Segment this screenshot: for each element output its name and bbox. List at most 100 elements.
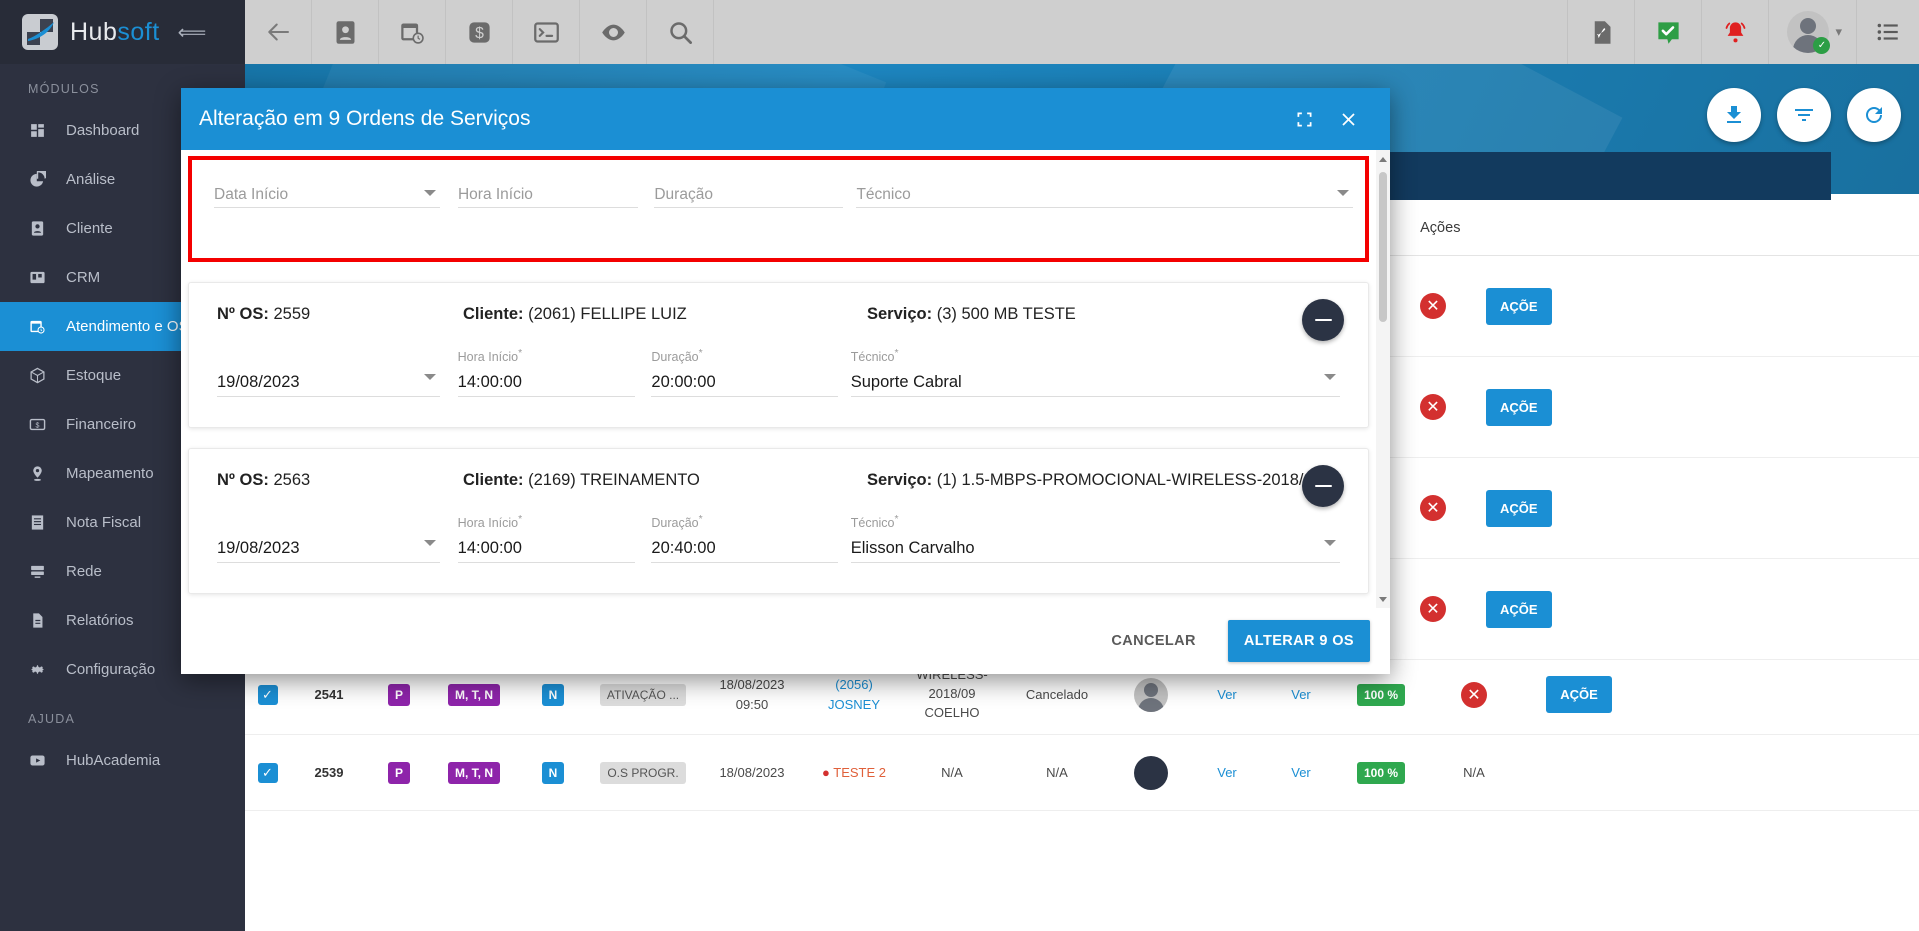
- cell-link-ver-2[interactable]: Ver: [1291, 687, 1311, 702]
- list-menu-button[interactable]: [1857, 0, 1919, 64]
- sidebar-item-financeiro[interactable]: $ Financeiro: [0, 400, 245, 449]
- table-row[interactable]: ✕ AÇÕE: [1300, 256, 1919, 357]
- collapse-left-icon[interactable]: ⟸: [177, 21, 207, 44]
- sidebar-item-hubacademia[interactable]: HubAcademia: [0, 736, 245, 785]
- tag-turnos: M, T, N: [448, 761, 500, 784]
- cancel-button[interactable]: CANCELAR: [1097, 623, 1210, 659]
- cell-service: WIRELESS-2018/09 COELHO: [916, 667, 988, 720]
- bulk-data-inicio-field[interactable]: Data Início: [214, 186, 440, 208]
- os-tecnico-label: Técnico: [850, 350, 895, 365]
- modal-scrollbar[interactable]: [1376, 150, 1390, 608]
- sidebar-section-help: AJUDA: [28, 712, 75, 726]
- sidebar-item-cliente[interactable]: Cliente: [0, 204, 245, 253]
- os-duracao-label: Duração: [651, 350, 699, 365]
- sidebar-item-label: Dashboard: [66, 122, 140, 139]
- fullscreen-button[interactable]: [1282, 109, 1326, 130]
- scroll-down-button[interactable]: [1376, 592, 1390, 606]
- close-button[interactable]: [1326, 109, 1370, 130]
- scroll-up-button[interactable]: [1376, 152, 1390, 166]
- os-hora-inicio-field[interactable]: Hora Início* 14:00:00: [457, 514, 636, 563]
- cell-client-name[interactable]: JOSNEY: [827, 696, 880, 712]
- os-data-inicio-field[interactable]: 19/08/2023: [217, 514, 440, 563]
- bulk-duracao-field[interactable]: Duração: [654, 186, 844, 208]
- row-checkbox[interactable]: ✓: [257, 684, 278, 705]
- topbar-spacer: [714, 0, 1569, 64]
- sidebar-item-label: Mapeamento: [66, 465, 154, 482]
- cell-link-ver-2[interactable]: Ver: [1291, 765, 1311, 780]
- atendimento-button[interactable]: [379, 0, 446, 64]
- cell-client-name[interactable]: TESTE 2: [833, 765, 886, 780]
- table-row[interactable]: ✓ 2539 P M, T, N N O.S PROGR. 18/08/2023…: [245, 735, 1919, 811]
- sidebar-item-relatorios[interactable]: Relatórios: [0, 596, 245, 645]
- receipt-icon: [28, 514, 46, 532]
- refresh-icon-button[interactable]: [1847, 88, 1901, 142]
- cell-link-ver-1[interactable]: Ver: [1217, 765, 1237, 780]
- terminal-button[interactable]: [513, 0, 580, 64]
- monitoramento-button[interactable]: [580, 0, 647, 64]
- acoes-button[interactable]: AÇÕE: [1486, 388, 1552, 426]
- cell-client-code[interactable]: (2056): [835, 677, 873, 692]
- sidebar-section-modules: MÓDULOS: [28, 82, 100, 96]
- os-hora-inicio-field[interactable]: Hora Início* 14:00:00: [457, 348, 636, 397]
- os-service: Serviço: (1) 1.5-MBPS-PROMOCIONAL-WIRELE…: [867, 471, 1340, 490]
- sidebar-item-estoque[interactable]: Estoque: [0, 351, 245, 400]
- bulk-hora-inicio-field[interactable]: Hora Início: [457, 186, 639, 208]
- row-checkbox[interactable]: ✓: [257, 762, 278, 783]
- sidebar-item-mapeamento[interactable]: Mapeamento: [0, 449, 245, 498]
- cliente-button[interactable]: [312, 0, 379, 64]
- brand-header[interactable]: Hubsoft ⟸: [0, 0, 245, 64]
- pdf-button[interactable]: [1568, 0, 1636, 64]
- download-icon-button[interactable]: [1707, 88, 1761, 142]
- sidebar-item-nota-fiscal[interactable]: Nota Fiscal: [0, 498, 245, 547]
- os-service-value: (1) 1.5-MBPS-PROMOCIONAL-WIRELESS-2018/0…: [936, 471, 1322, 489]
- sidebar-item-analise[interactable]: Análise: [0, 155, 245, 204]
- table-row[interactable]: ✓ 2541 P M, T, N N ATIVAÇÃO ... 18/08/20…: [245, 655, 1919, 735]
- os-tecnico-field[interactable]: Técnico* Elisson Carvalho: [850, 514, 1340, 563]
- financeiro-button[interactable]: $: [446, 0, 513, 64]
- sidebar-item-rede[interactable]: Rede: [0, 547, 245, 596]
- filter-icon-button[interactable]: [1777, 88, 1831, 142]
- cancel-icon: ✕: [1420, 495, 1446, 521]
- cell-link-ver-1[interactable]: Ver: [1217, 687, 1237, 702]
- brand-name: Hubsoft: [70, 18, 160, 47]
- acoes-button[interactable]: AÇÕE: [1486, 287, 1552, 325]
- sidebar-item-crm[interactable]: CRM: [0, 253, 245, 302]
- os-data-inicio-field[interactable]: 19/08/2023: [217, 348, 440, 397]
- cell-status: Cancelado: [1025, 687, 1089, 702]
- notifications-button[interactable]: [1702, 0, 1770, 64]
- cell-na: N/A: [1463, 765, 1485, 780]
- bulk-apply-fields: Data Início Hora Início Duração Técnico: [188, 156, 1369, 262]
- logo-swoosh: [28, 22, 54, 41]
- minus-circle-icon[interactable]: [1302, 465, 1344, 507]
- submit-button[interactable]: ALTERAR 9 OS: [1227, 620, 1370, 662]
- sidebar-item-configuracao[interactable]: Configuração: [0, 645, 245, 694]
- os-hora-inicio-value: 14:00:00: [457, 373, 522, 391]
- acoes-button[interactable]: AÇÕE: [1546, 676, 1612, 713]
- acoes-button[interactable]: AÇÕE: [1486, 489, 1552, 527]
- terminal-icon: [533, 21, 559, 43]
- scrollbar-thumb[interactable]: [1379, 172, 1387, 322]
- sidebar-item-dashboard[interactable]: Dashboard: [0, 106, 245, 155]
- os-card-header: Nº OS: 2563 Cliente: (2169) TREINAMENTO …: [217, 471, 1340, 490]
- user-avatar-button[interactable]: ✓ ▾: [1769, 0, 1857, 64]
- table-row[interactable]: ✕ AÇÕE: [1300, 458, 1919, 559]
- os-tecnico-field[interactable]: Técnico* Suporte Cabral: [850, 348, 1340, 397]
- os-duracao-field[interactable]: Duração* 20:40:00: [651, 514, 838, 563]
- tag-n: N: [541, 683, 565, 706]
- required-mark: *: [894, 348, 899, 359]
- minus-circle-icon[interactable]: [1302, 299, 1344, 341]
- search-button[interactable]: [647, 0, 714, 64]
- cancel-icon: ✕: [1461, 681, 1487, 708]
- approve-button[interactable]: [1635, 0, 1703, 64]
- back-arrow-button[interactable]: [245, 0, 312, 64]
- os-duracao-field[interactable]: Duração* 20:00:00: [651, 348, 838, 397]
- badge-percent: 100 %: [1356, 761, 1406, 784]
- table-row[interactable]: ✕ AÇÕE: [1300, 559, 1919, 660]
- money-icon: $: [28, 416, 46, 434]
- brand-name-soft: soft: [117, 17, 160, 46]
- table-row[interactable]: ✕ AÇÕE: [1300, 357, 1919, 458]
- contact-card-icon: [28, 220, 46, 238]
- acoes-button[interactable]: AÇÕE: [1486, 590, 1552, 628]
- cell-status: N/A: [1046, 765, 1068, 780]
- bulk-tecnico-field[interactable]: Técnico: [856, 186, 1354, 208]
